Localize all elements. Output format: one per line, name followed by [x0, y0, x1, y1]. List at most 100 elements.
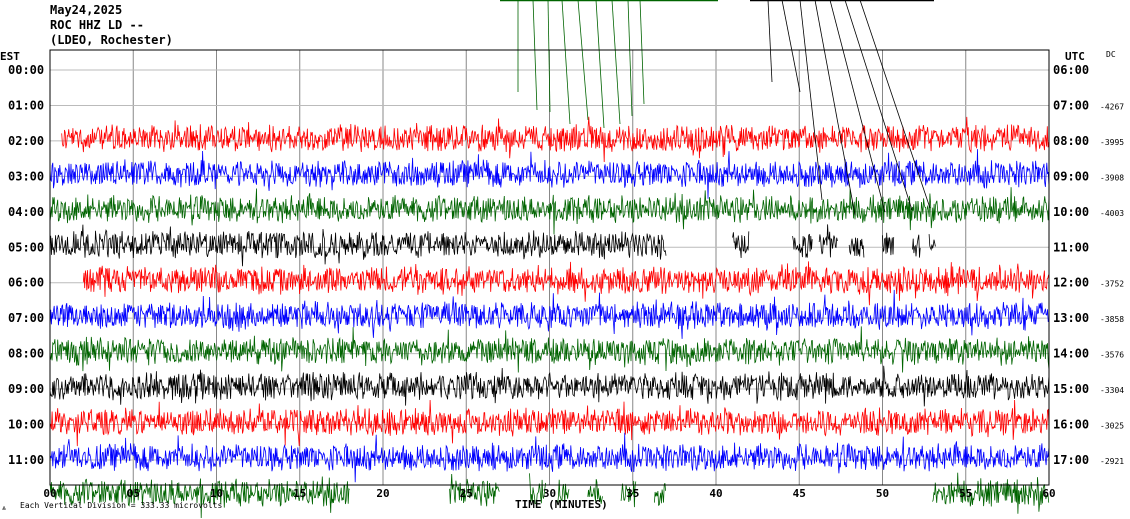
event-pick-line [577, 0, 589, 121]
event-pick-line [627, 0, 633, 117]
est-hour-label: 10:00 [8, 418, 44, 432]
trace-segment-0900 [49, 399, 1050, 447]
event-markers [500, 0, 934, 216]
event-pick-line [799, 0, 823, 201]
trace-segment-1100 [587, 479, 603, 504]
utc-hour-label: 14:00 [1053, 347, 1089, 361]
dc-offset-label: -3858 [1100, 315, 1124, 324]
x-tick-label: 55 [959, 487, 972, 500]
utc-hour-label: 11:00 [1053, 240, 1089, 254]
trace-segment-0100 [61, 116, 1050, 163]
station-label: ROC HHZ LD -- [50, 18, 144, 32]
dc-offset-label: -4003 [1100, 209, 1124, 218]
x-tick-label: 20 [376, 487, 389, 500]
trace-segment-1100 [932, 472, 1050, 514]
est-hour-label: 11:00 [8, 453, 44, 467]
event-pick-line [781, 0, 801, 93]
dc-offset-label: -3304 [1100, 386, 1124, 395]
trace-segment-0400 [912, 234, 921, 258]
event-pick-line [532, 0, 538, 111]
x-tick-label: 05 [127, 487, 140, 500]
event-pick-line [859, 0, 931, 209]
est-hour-label: 06:00 [8, 276, 44, 290]
trace-segment-0400 [732, 231, 750, 259]
utc-hour-label: 06:00 [1053, 63, 1089, 77]
trace-segment-1100 [449, 473, 500, 507]
dc-offset-label: -4267 [1100, 102, 1124, 111]
utc-hour-label: 10:00 [1053, 205, 1089, 219]
x-tick-label: 10 [210, 487, 223, 500]
utc-hour-label: 09:00 [1053, 169, 1089, 183]
x-axis-label: TIME (MINUTES) [515, 498, 608, 511]
est-hour-label: 01:00 [8, 98, 44, 112]
event-pick-line [814, 0, 856, 216]
dc-column-label: DC [1106, 50, 1116, 59]
est-hour-label: 03:00 [8, 169, 44, 183]
utc-hour-label: 08:00 [1053, 134, 1089, 148]
x-tick-label: 25 [460, 487, 473, 500]
date-label: May24,2025 [50, 3, 123, 17]
utc-axis-label: UTC [1065, 50, 1085, 63]
utc-hour-label: 12:00 [1053, 276, 1089, 290]
trace-segment-1100 [620, 480, 637, 508]
event-pick-line [595, 0, 605, 129]
dc-offset-label: -3908 [1100, 173, 1124, 182]
axis-labels: 00:00 06:00 01:00 07:00 -4267 02:00 08:00 -3995… [8, 63, 1124, 500]
x-tick-label: 40 [709, 487, 722, 500]
x-tick-label: 60 [1042, 487, 1055, 500]
dc-offset-label: -2921 [1100, 457, 1124, 466]
x-tick-label: 30 [543, 487, 556, 500]
trace-segment-1000 [49, 432, 1050, 483]
utc-hour-label: 13:00 [1053, 311, 1089, 325]
dc-offset-label: -3752 [1100, 280, 1124, 289]
dc-offset-label: -3995 [1100, 138, 1124, 147]
x-tick-label: 00 [43, 487, 56, 500]
utc-hour-label: 16:00 [1053, 418, 1089, 432]
network-label: (LDEO, Rochester) [50, 33, 173, 47]
x-tick-label: 35 [626, 487, 639, 500]
trace-segment-0400 [928, 234, 936, 251]
footer-note: Each Vertical Division = 333.33 microvol… [20, 501, 222, 510]
trace-segment-0700 [49, 326, 1050, 373]
event-pick-line [561, 0, 571, 125]
utc-hour-label: 17:00 [1053, 453, 1089, 467]
event-pick-line [767, 0, 773, 83]
trace-segment-1100 [529, 473, 546, 505]
trace-segment-1100 [557, 479, 570, 503]
est-axis-label: EST [0, 50, 20, 63]
trace-segment-1100 [654, 483, 666, 507]
x-tick-label: 50 [876, 487, 889, 500]
event-pick-line [611, 0, 621, 125]
utc-hour-label: 07:00 [1053, 98, 1089, 112]
trace-segment-0400 [848, 237, 865, 258]
est-hour-label: 02:00 [8, 134, 44, 148]
x-tick-label: 45 [793, 487, 806, 500]
dc-offset-label: -3576 [1100, 351, 1124, 360]
utc-hour-label: 15:00 [1053, 382, 1089, 396]
trace-segment-1100 [49, 476, 350, 519]
est-hour-label: 04:00 [8, 205, 44, 219]
est-hour-label: 05:00 [8, 240, 44, 254]
plot-frame [49, 49, 1050, 486]
event-pick-line [844, 0, 913, 211]
trace-segment-0400 [882, 232, 895, 256]
trace-segment-0400 [49, 224, 667, 267]
trace-segment-0200 [49, 149, 1050, 199]
trace-segment-0600 [49, 289, 1050, 339]
trace-segment-0800 [49, 365, 1050, 407]
trace-segment-0400 [792, 233, 813, 258]
trace-segment-0500 [82, 261, 1049, 306]
est-hour-label: 08:00 [8, 347, 44, 361]
est-hour-label: 09:00 [8, 382, 44, 396]
event-pick-line [547, 0, 551, 113]
est-hour-label: 07:00 [8, 311, 44, 325]
trace-segment-0400 [818, 224, 838, 258]
station-symbol: ⩓ [2, 504, 6, 512]
event-pick-line [639, 0, 645, 105]
event-pick-line [829, 0, 886, 213]
est-hour-label: 00:00 [8, 63, 44, 77]
traces [49, 116, 1050, 519]
x-tick-label: 15 [293, 487, 306, 500]
dc-offset-label: -3025 [1100, 422, 1124, 431]
